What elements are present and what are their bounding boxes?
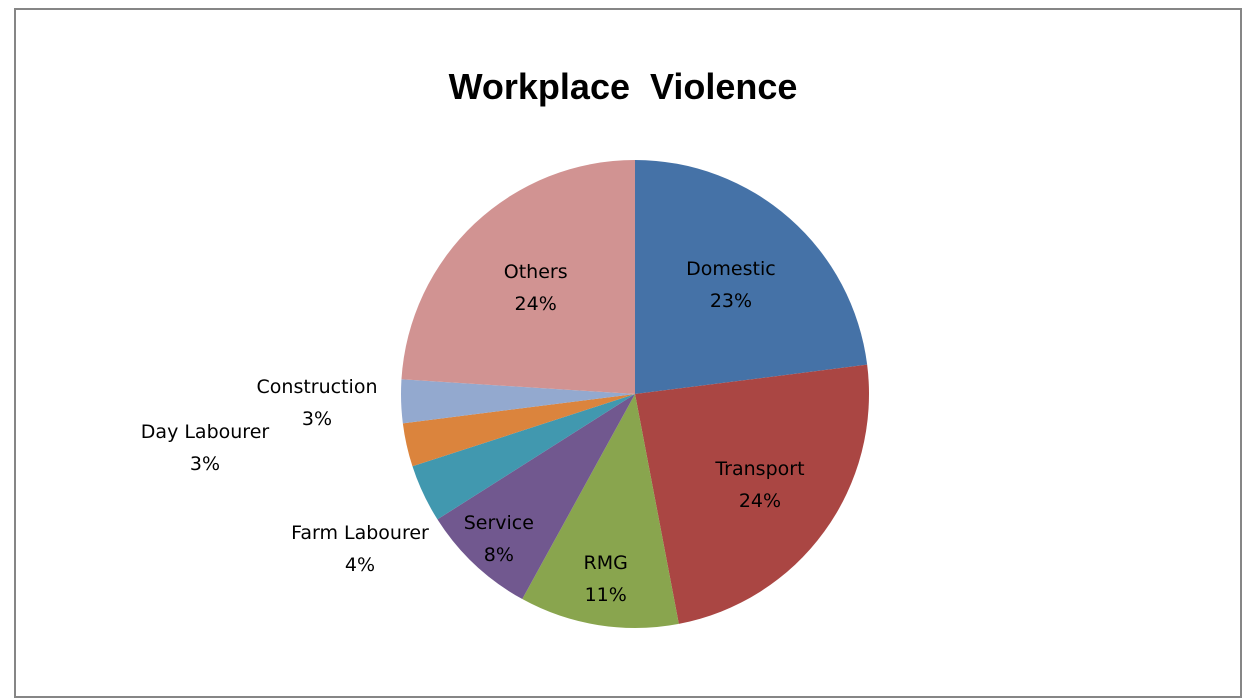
slice-label-name: Day Labourer [140, 421, 270, 443]
chart-title: Workplace Violence [448, 66, 798, 107]
slice-label-domestic: Domestic 23% [686, 253, 776, 317]
pie-slice-service [437, 394, 635, 600]
slice-label-rmg: RMG 11% [584, 547, 628, 611]
slice-label-percent: 24% [738, 489, 782, 512]
slice-label-farm-labourer: Farm Labourer 4% [291, 517, 429, 581]
pie-slice-transport [635, 364, 869, 624]
slice-label-name: Farm Labourer [291, 522, 429, 544]
slice-label-construction: Construction 3% [257, 371, 378, 435]
pie-slice-domestic [635, 160, 868, 394]
slice-label-percent: 24% [514, 293, 557, 316]
slice-label-name: Transport [715, 457, 805, 480]
slice-label-name: RMG [583, 551, 628, 574]
slice-label-percent: 23% [709, 290, 753, 313]
slice-label-transport: Transport 24% [715, 453, 804, 517]
pie-slice-farm-labourer [412, 394, 635, 520]
pie-slice-construction [401, 379, 635, 424]
slice-label-percent: 3% [301, 408, 333, 430]
pie-slice-day-labourer [402, 394, 635, 467]
slice-label-percent: 11% [584, 583, 627, 606]
slice-label-name: Service [463, 511, 534, 534]
slice-label-name: Domestic [686, 258, 776, 281]
slice-label-name: Construction [256, 376, 378, 398]
slice-label-day-labourer: Day Labourer 3% [141, 416, 269, 480]
pie-slice-rmg [522, 394, 679, 629]
slice-label-percent: 3% [189, 453, 221, 475]
pie-slice-others [401, 160, 635, 394]
slice-label-percent: 4% [344, 554, 376, 576]
slice-label-others: Others 24% [504, 256, 568, 320]
slice-label-percent: 8% [483, 543, 514, 566]
slice-label-name: Others [503, 261, 568, 284]
slice-label-service: Service 8% [464, 507, 534, 571]
